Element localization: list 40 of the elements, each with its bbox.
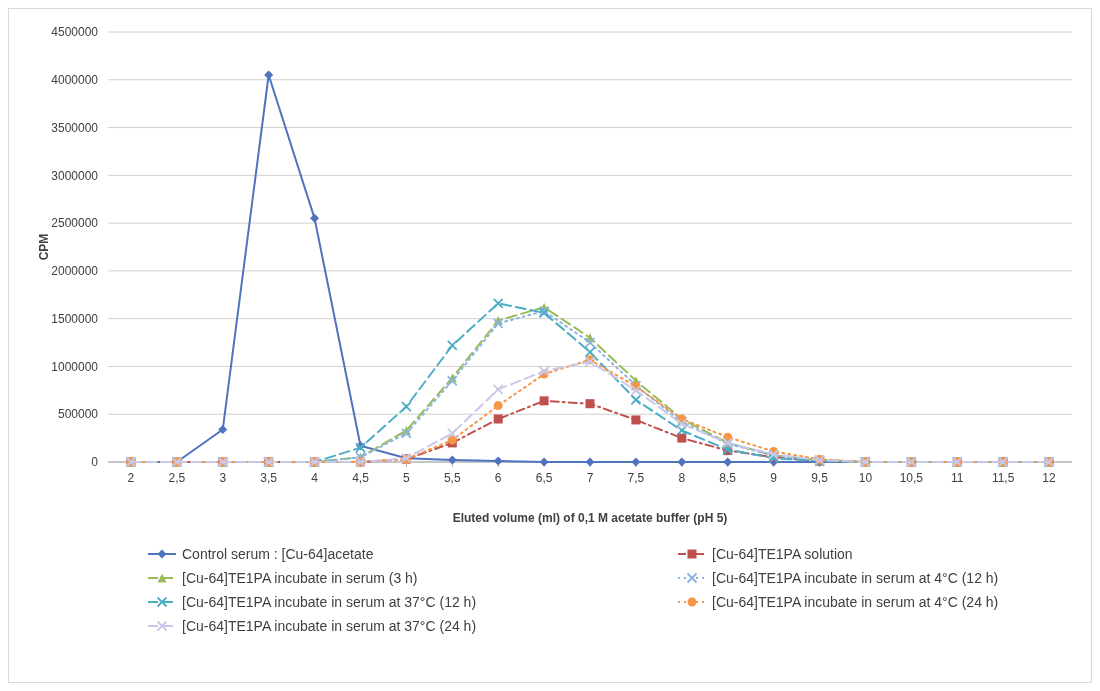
y-tick-label: 1000000 bbox=[51, 359, 99, 374]
x-tick-label: 6 bbox=[494, 471, 502, 485]
legend-label: [Cu-64]TE1PA incubate in serum at 37°C (24 h) bbox=[182, 617, 477, 634]
x-tick-label: 8,5 bbox=[719, 471, 737, 485]
x-tick-label: 12 bbox=[1042, 471, 1057, 485]
x-tick-label: 3,5 bbox=[260, 471, 278, 485]
y-tick-label: 1500000 bbox=[51, 311, 99, 326]
y-tick-label: 3000000 bbox=[51, 168, 99, 183]
x-tick-label: 2,5 bbox=[168, 471, 186, 485]
x-tick-label: 5,5 bbox=[443, 471, 461, 485]
x-tick-label: 3 bbox=[219, 471, 227, 485]
x-tick-label: 9,5 bbox=[811, 471, 829, 485]
x-tick-label: 10 bbox=[858, 471, 873, 485]
legend-label: [Cu-64]TE1PA incubate in serum at 4°C (24 h) bbox=[712, 593, 999, 610]
legend-label: [Cu-64]TE1PA incubate in serum at 4°C (12 h) bbox=[712, 569, 999, 586]
x-tick-label: 6,5 bbox=[535, 471, 553, 485]
x-tick-label: 2 bbox=[127, 471, 135, 485]
y-tick-label: 4500000 bbox=[51, 25, 99, 40]
legend-label: [Cu-64]TE1PA incubate in serum at 37°C (12 h) bbox=[182, 593, 477, 610]
y-tick-label: 0 bbox=[91, 455, 99, 470]
x-tick-label: 5 bbox=[403, 471, 411, 485]
x-tick-label: 11 bbox=[951, 471, 964, 485]
x-tick-label: 7 bbox=[586, 471, 594, 485]
y-axis-title: CPM bbox=[37, 233, 51, 261]
y-tick-label: 4000000 bbox=[51, 72, 99, 87]
x-tick-label: 7,5 bbox=[627, 471, 645, 485]
x-tick-label: 4,5 bbox=[352, 471, 370, 485]
legend-label: Control serum : [Cu-64]acetate bbox=[182, 545, 374, 562]
x-tick-label: 10,5 bbox=[899, 471, 924, 485]
y-tick-label: 500000 bbox=[57, 407, 99, 422]
y-tick-label: 2000000 bbox=[51, 264, 99, 279]
x-tick-label: 9 bbox=[770, 471, 778, 485]
x-axis-title: Eluted volume (ml) of 0,1 M acetate buffer (pH 5) bbox=[452, 511, 728, 525]
x-tick-label: 8 bbox=[678, 471, 686, 485]
x-tick-label: 11,5 bbox=[991, 471, 1015, 485]
legend-label: [Cu-64]TE1PA solution bbox=[712, 545, 853, 562]
x-tick-label: 4 bbox=[311, 471, 319, 485]
y-tick-label: 3500000 bbox=[51, 120, 99, 135]
legend-label: [Cu-64]TE1PA incubate in serum (3 h) bbox=[182, 569, 418, 586]
y-tick-label: 2500000 bbox=[51, 216, 99, 231]
